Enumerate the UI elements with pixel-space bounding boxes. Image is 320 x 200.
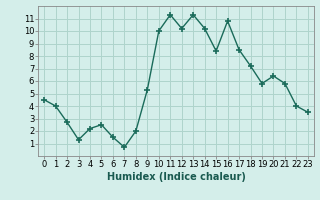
X-axis label: Humidex (Indice chaleur): Humidex (Indice chaleur)	[107, 172, 245, 182]
